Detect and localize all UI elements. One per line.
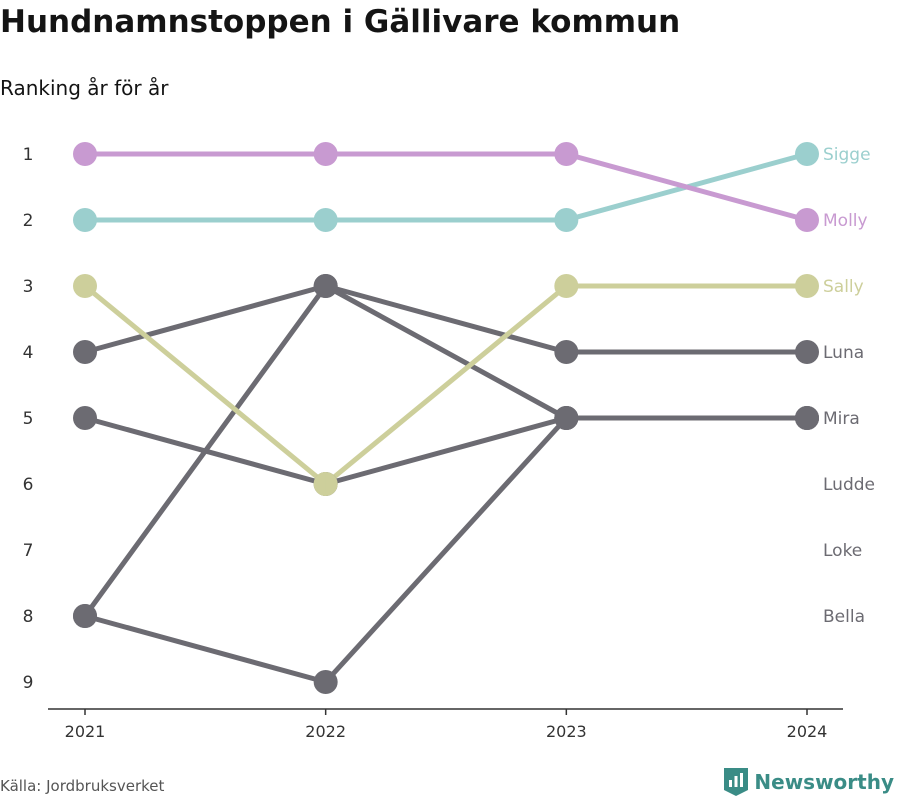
data-point-sally — [73, 274, 97, 298]
y-tick-label: 2 — [23, 211, 34, 231]
y-tick-label: 3 — [23, 277, 34, 297]
end-label-bella: Bella — [823, 607, 865, 627]
data-point-molly — [313, 142, 338, 166]
data-point-loke — [795, 406, 819, 430]
data-point-molly — [73, 142, 97, 166]
data-point-luna — [554, 340, 579, 364]
end-label-sally: Sally — [823, 277, 864, 297]
data-point-molly — [795, 208, 819, 232]
newsworthy-logo-icon — [724, 768, 749, 796]
series-line-sigge — [82, 151, 810, 223]
data-point-loke — [73, 604, 97, 628]
brand-logo: Newsworthy — [724, 768, 894, 796]
y-tick-label: 9 — [23, 673, 34, 693]
chart-title: Hundnamnstoppen i Gällivare kommun — [0, 4, 681, 40]
data-point-sally — [554, 274, 579, 298]
x-tick-label: 2023 — [546, 722, 587, 741]
x-tick-label: 2021 — [65, 722, 106, 741]
data-point-sally-overlap — [313, 472, 326, 496]
end-label-mira: Mira — [823, 409, 860, 429]
y-tick-label: 6 — [23, 475, 34, 495]
end-label-molly: Molly — [823, 211, 868, 231]
x-tick-label: 2022 — [305, 722, 346, 741]
data-point-ludde — [313, 274, 338, 298]
chart-subtitle: Ranking år för år — [0, 76, 169, 100]
x-tick-label: 2024 — [787, 722, 828, 741]
data-point-sigge — [554, 208, 579, 232]
data-point-loke — [554, 406, 579, 430]
data-point-sigge — [73, 208, 97, 232]
y-tick-label: 7 — [23, 541, 34, 561]
end-label-loke: Loke — [823, 541, 862, 561]
end-label-sigge: Sigge — [823, 145, 871, 165]
series-line-molly — [82, 151, 810, 223]
series-line-luna — [82, 283, 810, 355]
y-tick-label: 5 — [23, 409, 34, 429]
data-point-sigge — [313, 208, 338, 232]
brand-name: Newsworthy — [754, 770, 894, 794]
data-point-mira — [73, 406, 97, 430]
data-point-loke — [313, 670, 338, 694]
y-tick-label: 4 — [23, 343, 34, 363]
data-point-molly — [554, 142, 579, 166]
series-line-loke — [82, 415, 810, 685]
end-label-ludde: Ludde — [823, 475, 875, 495]
data-point-luna — [795, 340, 819, 364]
series-line-mira — [82, 415, 810, 487]
source-note: Källa: Jordbruksverket — [0, 777, 165, 795]
data-point-sigge — [795, 142, 819, 166]
end-label-luna: Luna — [823, 343, 864, 363]
data-point-luna — [73, 340, 97, 364]
series-line-sally — [82, 283, 810, 487]
y-tick-label: 1 — [23, 145, 34, 165]
data-point-sally — [795, 274, 819, 298]
y-tick-label: 8 — [23, 607, 34, 627]
